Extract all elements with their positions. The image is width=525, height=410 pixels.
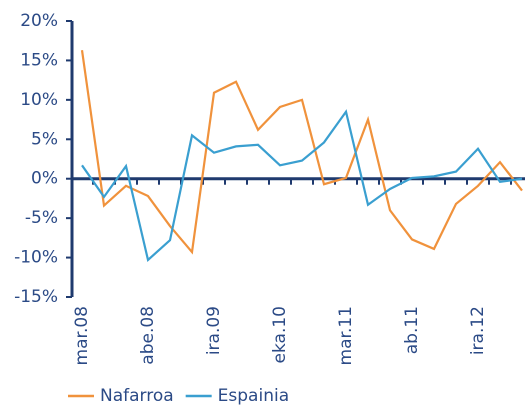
x-tick-label: ira.12 (468, 306, 488, 355)
series-line (80, 50, 523, 255)
y-tick-label: 5% (31, 129, 58, 149)
y-tick-label: 15% (20, 50, 58, 70)
y-tick-label: 0% (31, 169, 58, 189)
y-tick-label: -15% (14, 287, 58, 307)
x-tick-label: mar.08 (72, 306, 92, 365)
y-tick-label: 10% (20, 90, 58, 110)
legend-label: Espainia (218, 386, 289, 406)
y-tick-label: -5% (25, 208, 58, 228)
x-tick-label: ira.09 (204, 306, 224, 355)
series-line (81, 109, 523, 262)
x-tick-label: ab.11 (402, 306, 422, 354)
y-tick-label: -10% (14, 248, 58, 268)
legend-label: Nafarroa (100, 386, 174, 406)
x-tick-label: eka.10 (270, 306, 290, 363)
x-tick-label: mar.11 (336, 306, 356, 365)
x-tick-label: abe.08 (138, 306, 158, 365)
y-tick-label: 20% (20, 11, 58, 31)
